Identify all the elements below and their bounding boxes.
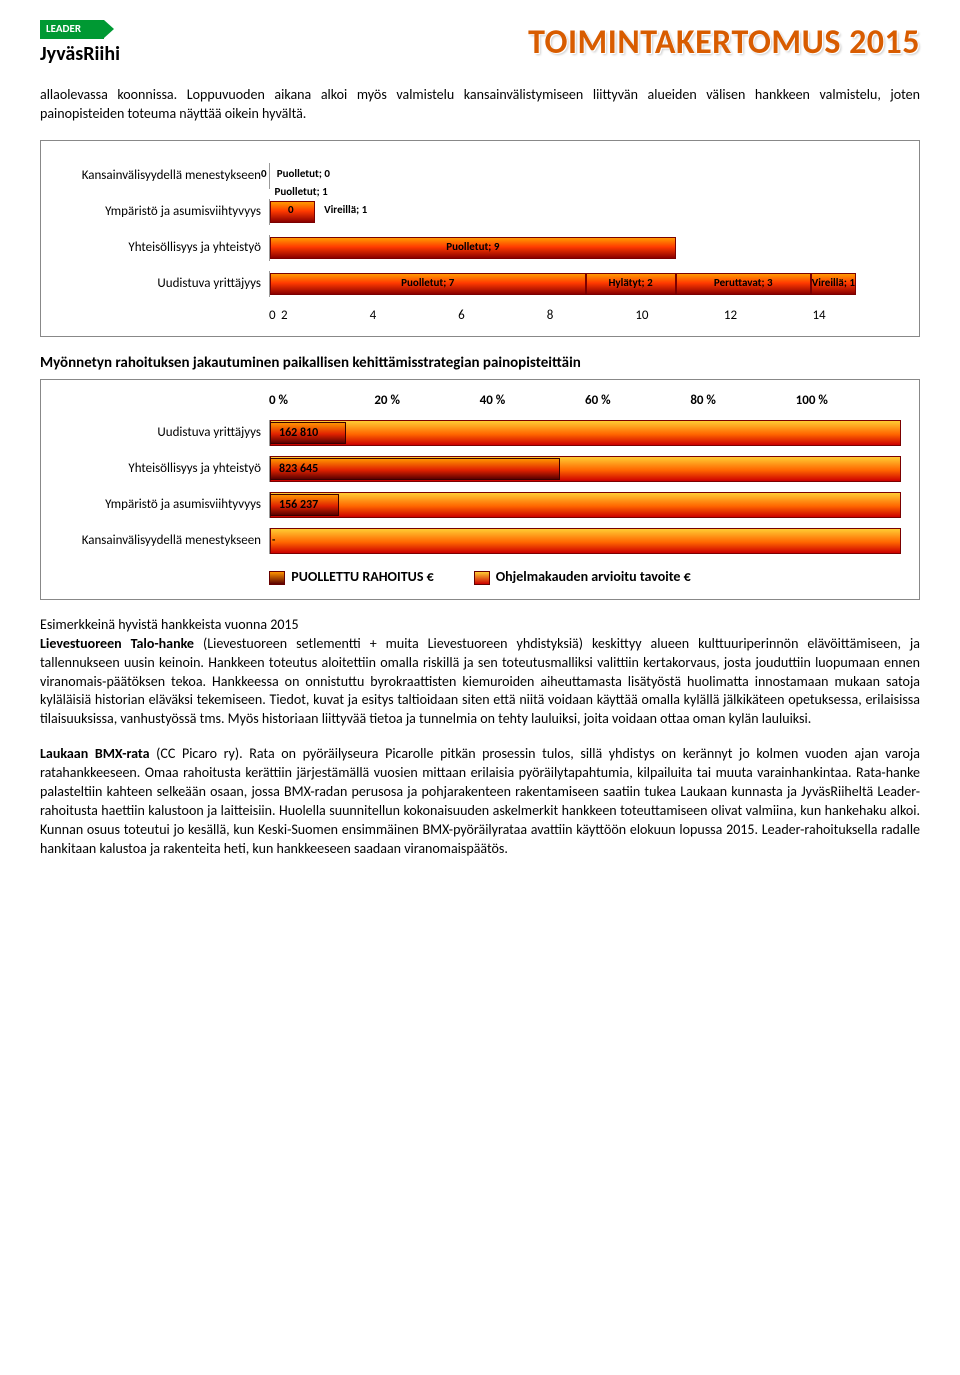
chart2-value-bar: 162 810 xyxy=(270,422,346,444)
chart-1: Kansainvälisyydellä menestykseen0Puollet… xyxy=(40,140,920,338)
chart2-pct-tick: 40 % xyxy=(480,392,585,410)
chart1-category-label: Kansainvälisyydellä menestykseen xyxy=(59,167,269,185)
project-2-paragraph: Laukaan BMX-rata (CC Picaro ry). Rata on… xyxy=(40,745,920,858)
chart1-x-tick: 4 xyxy=(370,307,459,325)
logo-block: LEADER JyväsRiihi xyxy=(40,20,120,68)
examples-paragraph: Esimerkkeinä hyvistä hankkeista vuonna 2… xyxy=(40,616,920,729)
chart2-bar-area: - xyxy=(269,528,901,554)
chart2-bar-area: 156 237 xyxy=(269,492,901,518)
page-title: TOIMINTAKERTOMUS 2015 xyxy=(528,20,920,66)
chart1-row: Yhteisöllisyys ja yhteistyöPuolletut; 9 xyxy=(59,235,901,261)
legend-swatch-light xyxy=(474,571,490,585)
chart2-pct-tick: 100 % xyxy=(796,392,901,410)
leader-flag: LEADER xyxy=(40,20,104,39)
chart1-annotation: Puolletut; 1 xyxy=(275,185,328,200)
chart2-category-label: Ympäristö ja asumisviihtyvyys xyxy=(59,496,269,514)
chart2-bar-area: 162 810 xyxy=(269,420,901,446)
chart2-pct-tick: 60 % xyxy=(585,392,690,410)
chart2-target-bar xyxy=(270,492,901,518)
chart1-annotation: 0 xyxy=(261,167,267,182)
chart1-category-label: Ympäristö ja asumisviihtyvyys xyxy=(59,203,269,221)
chart1-x-tick: 10 xyxy=(635,307,724,325)
chart1-row: Uudistuva yrittäjyysPuolletut; 7Hylätyt;… xyxy=(59,271,901,297)
project-2-name: Laukaan BMX-rata xyxy=(40,745,150,762)
chart1-bar-segment: Peruttavat; 3 xyxy=(676,273,811,295)
chart1-annotation: Puolletut; 0 xyxy=(277,167,330,182)
chart1-bar-area: Puolletut; 7Hylätyt; 2Peruttavat; 3Virei… xyxy=(269,271,901,297)
chart1-row: Ympäristö ja asumisviihtyvyysPuolletut; … xyxy=(59,199,901,225)
chart2-pct-axis: 0 %20 %40 %60 %80 %100 % xyxy=(269,392,901,410)
chart1-bar-area: Puolletut; 10Vireillä; 1 xyxy=(269,199,901,225)
chart2-pct-tick: 80 % xyxy=(690,392,795,410)
chart2-value-bar: 823 645 xyxy=(270,458,560,480)
chart1-x-tick: 2 xyxy=(281,307,370,325)
chart2-row: Uudistuva yrittäjyys 162 810 xyxy=(59,420,901,446)
chart2-category-label: Kansainvälisyydellä menestykseen xyxy=(59,532,269,550)
chart-2: 0 %20 %40 %60 %80 %100 %Uudistuva yrittä… xyxy=(40,379,920,599)
chart2-value-label: 823 645 xyxy=(279,461,318,477)
chart2-row: Ympäristö ja asumisviihtyvyys 156 237 xyxy=(59,492,901,518)
chart1-x-tick: 12 xyxy=(724,307,813,325)
chart1-x-tick: 0 xyxy=(269,307,281,325)
chart2-pct-tick: 0 % xyxy=(269,392,374,410)
chart1-x-tick: 8 xyxy=(547,307,636,325)
chart1-bar-area: 0Puolletut; 0 xyxy=(269,163,901,189)
page-header: LEADER JyväsRiihi TOIMINTAKERTOMUS 2015 xyxy=(40,20,920,68)
examples-heading: Esimerkkeinä hyvistä hankkeista vuonna 2… xyxy=(40,616,299,633)
chart1-bar-segment: Puolletut; 7 xyxy=(270,273,586,295)
chart1-x-tick: 14 xyxy=(812,307,901,325)
chart1-bar-segment: Vireillä; 1 xyxy=(811,273,856,295)
chart2-value-label: 156 237 xyxy=(279,497,318,513)
legend-item-tavoite: Ohjelmakauden arvioitu tavoite € xyxy=(474,568,691,587)
chart1-annotation: Vireillä; 1 xyxy=(324,203,367,218)
chart2-value-label: 162 810 xyxy=(279,425,318,441)
project-2-text: (CC Picaro ry). Rata on pyöräilyseura Pi… xyxy=(40,745,920,856)
project-1-name: Lievestuoreen Talo-hanke xyxy=(40,635,194,652)
chart1-bar-segment: Puolletut; 9 xyxy=(270,237,676,259)
chart2-value-bar: 156 237 xyxy=(270,494,339,516)
chart1-x-tick: 6 xyxy=(458,307,547,325)
chart2-row: Kansainvälisyydellä menestykseen- xyxy=(59,528,901,554)
intro-paragraph: allaolevassa koonnissa. Loppuvuoden aika… xyxy=(40,86,920,124)
legend-item-puollettu: PUOLLETTU RAHOITUS € xyxy=(269,568,433,587)
brand-name: JyväsRiihi xyxy=(40,41,120,68)
chart1-row: Kansainvälisyydellä menestykseen0Puollet… xyxy=(59,163,901,189)
chart2-category-label: Yhteisöllisyys ja yhteistyö xyxy=(59,460,269,478)
chart2-category-label: Uudistuva yrittäjyys xyxy=(59,424,269,442)
chart2-value-label: - xyxy=(272,533,275,548)
chart1-bar-area: Puolletut; 9 xyxy=(269,235,901,261)
chart1-category-label: Uudistuva yrittäjyys xyxy=(59,275,269,293)
chart-2-heading: Myönnetyn rahoituksen jakautuminen paika… xyxy=(40,353,920,373)
chart2-bar-area: 823 645 xyxy=(269,456,901,482)
chart1-x-axis: 02468101214 xyxy=(269,307,901,325)
chart2-target-bar xyxy=(270,420,901,446)
chart1-category-label: Yhteisöllisyys ja yhteistyö xyxy=(59,239,269,257)
chart1-annotation: 0 xyxy=(288,203,294,218)
chart2-target-bar xyxy=(270,528,901,554)
chart2-pct-tick: 20 % xyxy=(374,392,479,410)
legend-swatch-dark xyxy=(269,571,285,585)
chart2-row: Yhteisöllisyys ja yhteistyö 823 645 xyxy=(59,456,901,482)
chart1-bar-segment: Hylätyt; 2 xyxy=(586,273,676,295)
chart2-legend: PUOLLETTU RAHOITUS € Ohjelmakauden arvioi… xyxy=(59,568,901,587)
